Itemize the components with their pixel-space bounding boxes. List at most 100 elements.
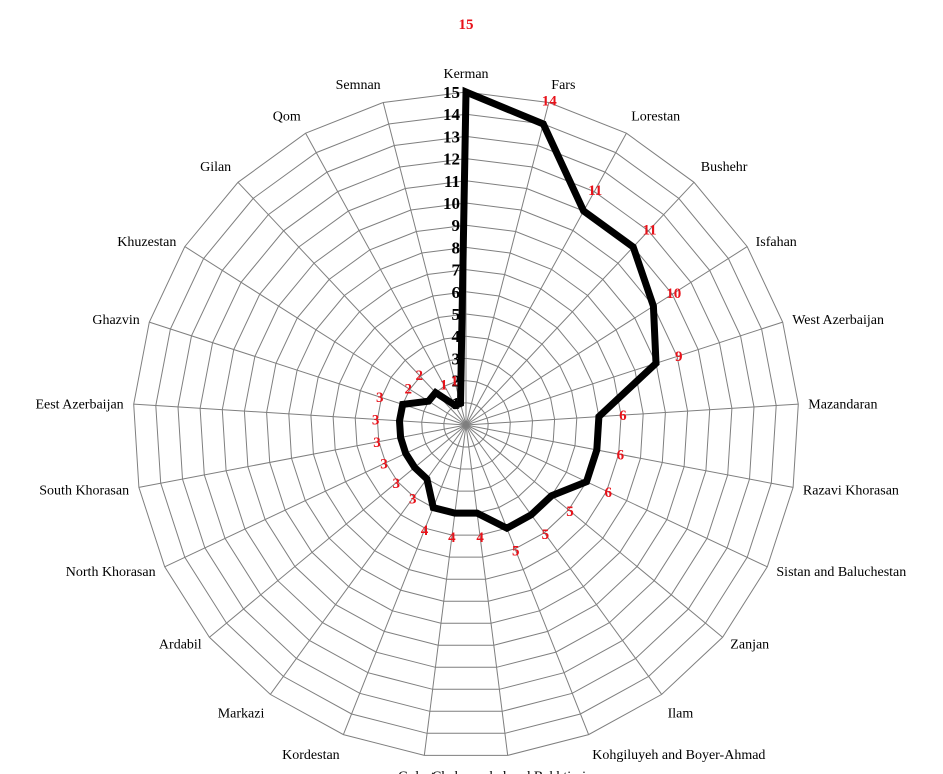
- data-label: 4: [421, 523, 429, 539]
- radial-tick-label: 5: [452, 305, 461, 324]
- category-label: Chaharmahal and Bakhtiari: [432, 769, 586, 774]
- category-label: Fars: [551, 78, 575, 93]
- radial-tick-label: 10: [443, 194, 460, 213]
- grid-spoke: [465, 403, 799, 426]
- grid-spoke: [382, 102, 467, 426]
- chart-grid: [133, 91, 799, 756]
- grid-spoke: [133, 403, 467, 426]
- radial-tick-label: 12: [443, 150, 460, 169]
- category-label: Markazi: [218, 707, 265, 722]
- grid-ring: [199, 158, 733, 690]
- data-label: 14: [542, 94, 558, 110]
- category-label: Gilan: [200, 160, 231, 175]
- data-label: 3: [392, 476, 400, 492]
- category-label: West Azerbaijan: [792, 313, 884, 328]
- category-label: Kerman: [443, 67, 488, 82]
- radial-tick-label: 3: [452, 349, 461, 368]
- radial-tick-label: 11: [444, 172, 460, 191]
- grid-ring: [243, 202, 689, 646]
- grid-ring: [443, 402, 489, 448]
- data-label: 1: [440, 378, 448, 394]
- category-label: Eest Azerbaijan: [35, 398, 123, 413]
- grid-spoke: [465, 424, 663, 695]
- grid-spoke: [237, 181, 467, 426]
- radial-tick-label: 6: [452, 283, 461, 302]
- grid-spoke: [342, 424, 467, 735]
- grid-ring: [288, 246, 644, 602]
- category-label: North Khorasan: [66, 565, 156, 580]
- data-label: 4: [476, 530, 484, 546]
- data-label: 5: [512, 544, 520, 560]
- category-label: Zanjan: [730, 638, 769, 653]
- grid-spoke: [465, 424, 768, 568]
- grid-spoke: [465, 246, 748, 426]
- grid-spoke: [465, 181, 695, 426]
- series-polygon: [395, 86, 660, 533]
- grid-spoke: [465, 424, 590, 735]
- category-label: Razavi Khorasan: [803, 483, 899, 498]
- data-label: 3: [376, 390, 384, 406]
- category-label: Kohgiluyeh and Boyer-Ahmad: [592, 748, 765, 763]
- grid-ring: [354, 313, 578, 536]
- data-label: 3: [380, 457, 388, 473]
- grid-ring: [177, 135, 755, 712]
- data-label: 2: [404, 381, 412, 397]
- radial-tick-label: 1: [452, 394, 461, 413]
- category-label: Khuzestan: [117, 235, 176, 250]
- grid-spoke: [138, 424, 467, 488]
- grid-spoke: [465, 132, 627, 426]
- data-label: 6: [619, 408, 627, 424]
- data-label: 3: [409, 491, 417, 507]
- data-label: 10: [666, 286, 681, 302]
- category-label: Bushehr: [701, 160, 748, 175]
- category-label: Mazandaran: [808, 398, 877, 413]
- grid-spoke: [465, 424, 723, 638]
- grid-ring: [398, 357, 534, 492]
- radial-tick-label: 2: [452, 372, 461, 391]
- radial-tick-label: 13: [443, 127, 460, 146]
- data-label: 5: [566, 504, 574, 520]
- data-label: 3: [372, 412, 380, 428]
- data-label: 15: [459, 17, 474, 33]
- grid-spoke: [164, 424, 467, 568]
- grid-spoke: [465, 424, 794, 488]
- category-label: Lorestan: [631, 109, 680, 124]
- radial-tick-label: 8: [452, 238, 461, 257]
- radial-tick-label: 14: [443, 105, 461, 124]
- data-label: 4: [448, 530, 456, 546]
- grid-spoke: [149, 321, 467, 426]
- data-label: 11: [643, 223, 657, 239]
- radial-tick-label: 7: [452, 261, 461, 280]
- radial-tick-label: 9: [452, 216, 461, 235]
- grid-spoke: [465, 102, 550, 426]
- grid-ring: [266, 224, 666, 624]
- category-label: Golestan: [398, 769, 448, 774]
- data-label: 3: [373, 435, 381, 451]
- category-label: Ardabil: [159, 638, 202, 653]
- grid-spoke: [465, 321, 783, 426]
- category-label: Semnan: [336, 78, 381, 93]
- grid-ring: [221, 180, 711, 668]
- grid-ring: [332, 291, 600, 558]
- category-labels: Kerman Fars Lorestan Bushehr Isfahan West Aze…: [35, 67, 906, 774]
- data-label: 2: [415, 368, 423, 384]
- data-label: 6: [604, 485, 612, 501]
- grid-spoke: [184, 246, 467, 426]
- category-label: Ghazvin: [92, 313, 139, 328]
- category-label: Qom: [273, 109, 301, 124]
- grid-spoke: [269, 424, 467, 695]
- grid-spoke: [209, 424, 467, 638]
- radial-tick-label: 4: [452, 327, 461, 346]
- category-label: Kordestan: [282, 748, 340, 763]
- grid-ring: [310, 269, 622, 580]
- data-label: 5: [542, 527, 550, 543]
- category-label: Sistan and Baluchestan: [776, 565, 906, 580]
- radial-tick-label: 15: [443, 83, 460, 102]
- category-label: Isfahan: [756, 235, 797, 250]
- category-label: South Khorasan: [39, 483, 129, 498]
- grid-ring: [133, 91, 799, 756]
- data-label: 9: [675, 349, 683, 365]
